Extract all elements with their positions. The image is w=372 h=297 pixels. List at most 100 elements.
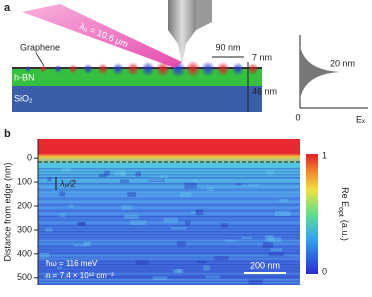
sio2-layer	[12, 86, 262, 112]
map-speck	[180, 192, 192, 197]
map-stripe	[38, 264, 300, 266]
panel-label: b	[4, 128, 11, 140]
pointer	[35, 52, 45, 67]
map-stripe	[38, 249, 300, 251]
map-speck	[248, 279, 263, 285]
map-stripe	[38, 237, 300, 239]
colorbar-label-unit: (a.u.)	[340, 220, 350, 241]
map-stripe	[38, 273, 300, 275]
plasmon-field	[25, 60, 259, 78]
gap-label: 7 nm	[252, 52, 272, 62]
y-tick-label: 300	[17, 224, 32, 234]
map-speck	[274, 210, 291, 217]
map-speck	[207, 186, 214, 191]
map-stripe	[38, 177, 300, 179]
map-speck	[203, 265, 210, 271]
hbn-label: h-BN	[14, 72, 35, 82]
map-stripe	[38, 255, 300, 257]
map-stripe	[38, 180, 300, 182]
map-speck	[148, 178, 165, 182]
field-lobe	[126, 61, 140, 77]
map-speck	[104, 275, 109, 279]
map-speck	[127, 192, 137, 197]
map-speck	[121, 205, 133, 210]
map-speck	[190, 211, 196, 214]
map-speck	[114, 171, 126, 176]
map-stripe	[38, 171, 300, 173]
y-axis-label: Distance from edge (nm)	[2, 162, 12, 261]
map-speck	[176, 268, 182, 273]
map-speck	[47, 177, 52, 182]
map-stripe	[38, 240, 300, 242]
map-stripe	[38, 276, 300, 278]
map-speck	[59, 213, 65, 218]
map-stripe	[38, 204, 300, 206]
field-lobe	[54, 64, 62, 74]
map-speck	[135, 171, 142, 177]
decay-label: 20 nm	[330, 58, 355, 68]
panel-label: a	[4, 2, 11, 14]
map-speck	[152, 276, 168, 280]
map-speck	[268, 237, 282, 243]
field-lobe	[247, 62, 259, 76]
map-speck	[184, 182, 197, 189]
field-lobe	[83, 63, 93, 75]
map-speck	[221, 223, 228, 228]
map-speck	[83, 241, 91, 247]
map-stripe	[38, 279, 300, 281]
map-speck	[248, 184, 259, 187]
field-lobe	[112, 62, 124, 76]
map-speck	[279, 198, 288, 203]
spacing-label: 90 nm	[215, 42, 240, 52]
map-speck	[192, 179, 198, 183]
map-stripe	[38, 213, 300, 215]
map-speck	[266, 170, 275, 175]
map-speck	[73, 244, 87, 247]
y-tick-label: 0	[27, 153, 32, 163]
map-speck	[235, 183, 242, 186]
map-speck	[130, 220, 147, 225]
field-lobe	[39, 65, 47, 73]
near-field-map	[38, 139, 300, 285]
afm-tip	[168, 0, 196, 64]
map-speck	[120, 179, 129, 183]
map-stripe	[38, 210, 300, 212]
map-speck	[77, 222, 85, 226]
map-speck	[213, 256, 229, 261]
field-lobe	[200, 61, 216, 77]
map-speck	[58, 184, 65, 188]
field-lobe	[141, 61, 155, 77]
map-stripe	[38, 234, 300, 236]
map-stripe	[38, 186, 300, 188]
map-stripe	[38, 183, 300, 185]
map-stripe	[38, 198, 300, 200]
colorbar-label-main: Re E	[340, 187, 350, 207]
origin-label: 0	[295, 112, 300, 122]
map-speck	[78, 222, 86, 226]
map-speck	[184, 220, 191, 226]
y-tick-label: 100	[17, 176, 32, 186]
colorbar-label-sub: opt	[337, 207, 344, 217]
field-lobe	[68, 64, 78, 74]
map-speck	[124, 214, 139, 219]
map-stripe	[38, 201, 300, 203]
map-speck	[98, 173, 108, 178]
thickness-label: 46 nm	[252, 86, 277, 96]
field-label: Eₓ	[356, 114, 365, 124]
map-speck	[176, 241, 186, 247]
map-speck	[68, 204, 74, 208]
map-speck	[163, 217, 179, 223]
map-speck	[104, 170, 110, 176]
map-speck	[59, 191, 66, 197]
field-profile	[300, 45, 340, 100]
map-stripe	[38, 258, 300, 260]
map-stripe	[38, 225, 300, 227]
scale-bar-label: 200 nm	[250, 260, 280, 270]
y-tick-label: 400	[17, 248, 32, 258]
map-speck	[270, 248, 283, 252]
map-speck	[135, 260, 149, 265]
field-lobe	[216, 61, 230, 77]
afm-tip	[196, 0, 212, 30]
map-stripe	[38, 216, 300, 218]
map-stripe	[38, 243, 300, 245]
